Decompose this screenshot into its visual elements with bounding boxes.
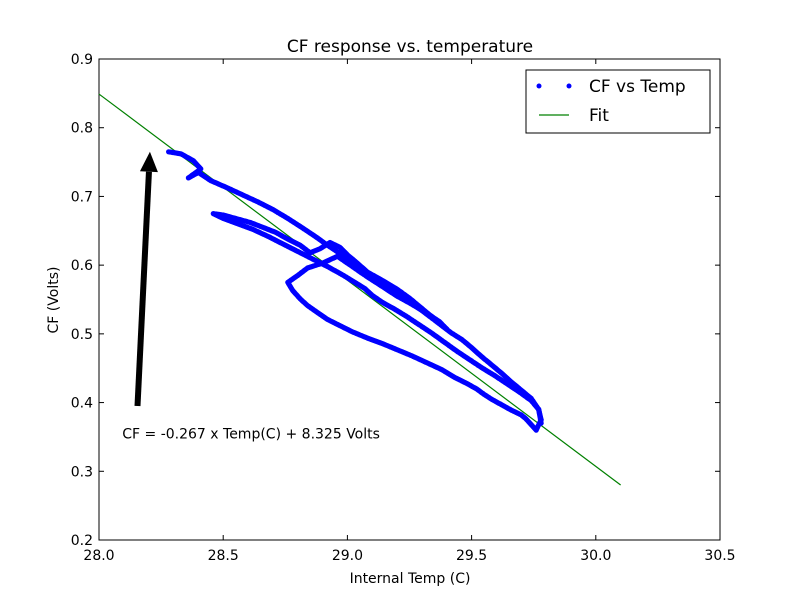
legend-marker-data-dot-2 bbox=[566, 83, 572, 89]
y-tick-label: 0.2 bbox=[71, 533, 93, 549]
annotation-arrow-head bbox=[139, 151, 158, 173]
x-tick-label: 28.5 bbox=[208, 548, 239, 564]
legend: CF vs Temp Fit bbox=[525, 69, 711, 134]
y-tick-label: 0.3 bbox=[71, 464, 93, 480]
plot-content bbox=[98, 93, 621, 486]
legend-label-data: CF vs Temp bbox=[589, 77, 686, 97]
x-tick-label: 30.0 bbox=[580, 548, 611, 564]
y-tick-label: 0.6 bbox=[71, 258, 93, 274]
x-tick-label: 29.5 bbox=[456, 548, 487, 564]
y-tick-label: 0.8 bbox=[71, 121, 93, 137]
annotation-text: CF = -0.267 x Temp(C) + 8.325 Volts bbox=[122, 426, 380, 442]
legend-box bbox=[525, 69, 711, 134]
axis-ticks bbox=[98, 58, 721, 541]
x-axis-label: Internal Temp (C) bbox=[350, 571, 471, 587]
tick-labels: 28.0 28.5 29.0 29.5 30.0 30.5 0.2 0.3 0.4 0.5 0.6 0… bbox=[71, 52, 736, 564]
annotation-arrow-shaft bbox=[134, 171, 152, 407]
y-tick-label: 0.9 bbox=[71, 52, 93, 68]
x-tick-label: 30.5 bbox=[704, 548, 735, 564]
x-tick-label: 28.0 bbox=[83, 548, 114, 564]
legend-label-fit: Fit bbox=[589, 106, 609, 126]
data-point bbox=[538, 420, 544, 426]
chart-title: CF response vs. temperature bbox=[287, 37, 533, 57]
annotation-group: CF = -0.267 x Temp(C) + 8.325 Volts bbox=[122, 151, 380, 442]
y-tick-label: 0.7 bbox=[71, 189, 93, 205]
legend-marker-data-dot-1 bbox=[536, 83, 542, 89]
x-tick-label: 29.0 bbox=[332, 548, 363, 564]
y-tick-label: 0.4 bbox=[71, 396, 93, 412]
y-axis-label: CF (Volts) bbox=[46, 267, 62, 334]
y-tick-label: 0.5 bbox=[71, 327, 93, 343]
